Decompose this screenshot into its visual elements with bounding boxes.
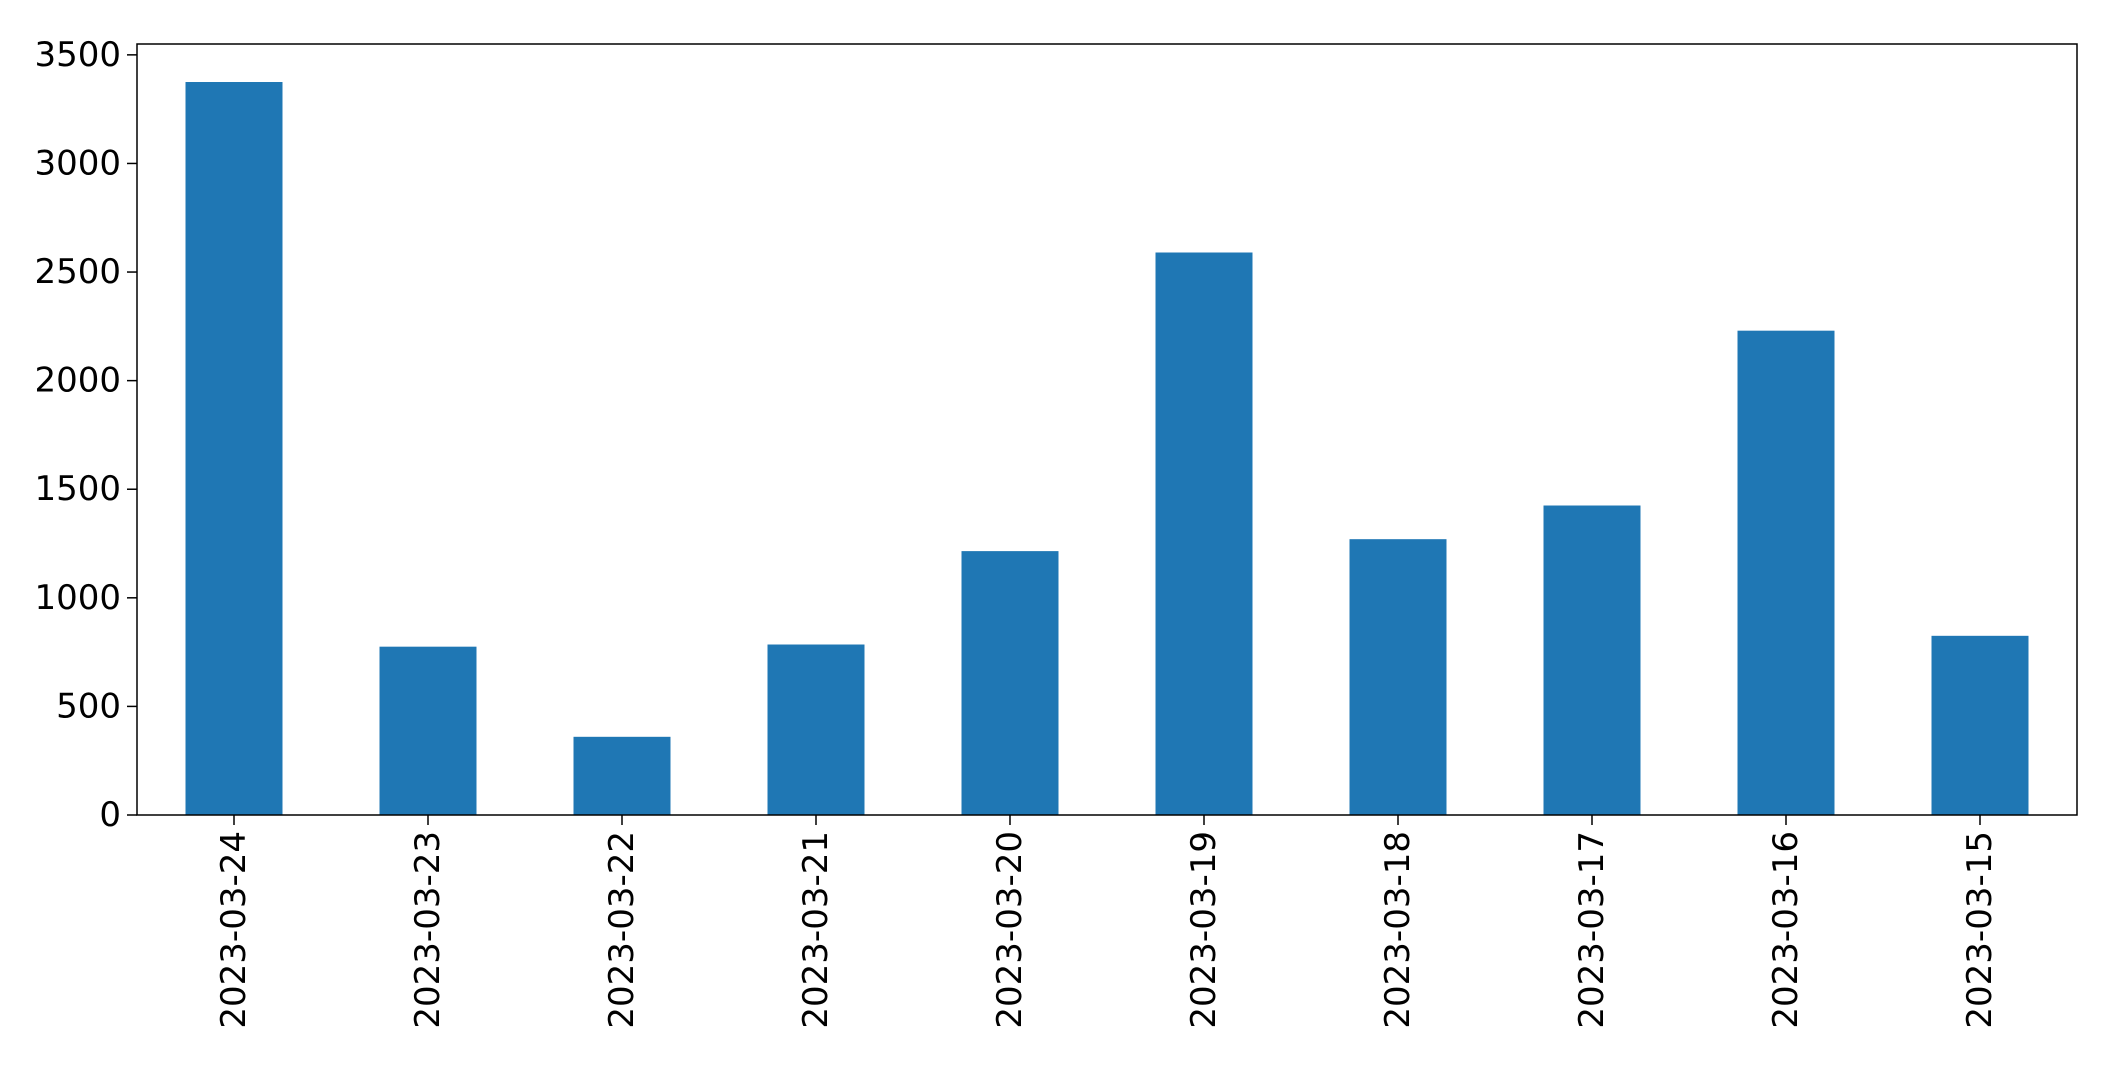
y-tick-label: 2500 — [34, 252, 121, 292]
y-tick-label: 1000 — [34, 578, 121, 618]
x-tick-label: 2023-03-16 — [1766, 831, 1806, 1029]
bar-2023-03-17 — [1543, 505, 1641, 815]
x-tick-label: 2023-03-24 — [214, 831, 254, 1029]
bar-2023-03-24 — [185, 82, 283, 815]
bar-2023-03-15 — [1931, 635, 2029, 815]
y-tick-label: 500 — [56, 686, 121, 726]
bar-2023-03-19 — [1155, 252, 1253, 815]
y-tick-label: 0 — [99, 795, 121, 835]
y-axis: 0 500 1000 1500 2000 2500 3000 3500 — [34, 35, 137, 835]
x-tick-label: 2023-03-19 — [1184, 831, 1224, 1029]
bar-2023-03-16 — [1737, 330, 1835, 815]
x-tick-label: 2023-03-22 — [602, 831, 642, 1029]
y-tick-label: 1500 — [34, 469, 121, 509]
bar-2023-03-18 — [1349, 539, 1447, 815]
x-axis: 2023-03-24 2023-03-23 2023-03-22 2023-03-21… — [214, 815, 2000, 1029]
bar-2023-03-21 — [767, 644, 865, 815]
x-tick-label: 2023-03-20 — [990, 831, 1030, 1029]
bars-layer — [185, 82, 2029, 815]
plot-frame — [136, 43, 2078, 816]
x-tick-label: 2023-03-23 — [408, 831, 448, 1029]
x-tick-label: 2023-03-21 — [796, 831, 836, 1029]
bar-2023-03-23 — [379, 646, 477, 815]
y-tick-label: 2000 — [34, 361, 121, 401]
bar-2023-03-20 — [961, 551, 1059, 815]
x-tick-label: 2023-03-18 — [1378, 831, 1418, 1029]
x-tick-label: 2023-03-15 — [1960, 831, 2000, 1029]
x-tick-label: 2023-03-17 — [1572, 831, 1612, 1029]
y-tick-label: 3000 — [34, 143, 121, 183]
bar-2023-03-22 — [573, 736, 671, 815]
y-tick-label: 3500 — [34, 35, 121, 75]
